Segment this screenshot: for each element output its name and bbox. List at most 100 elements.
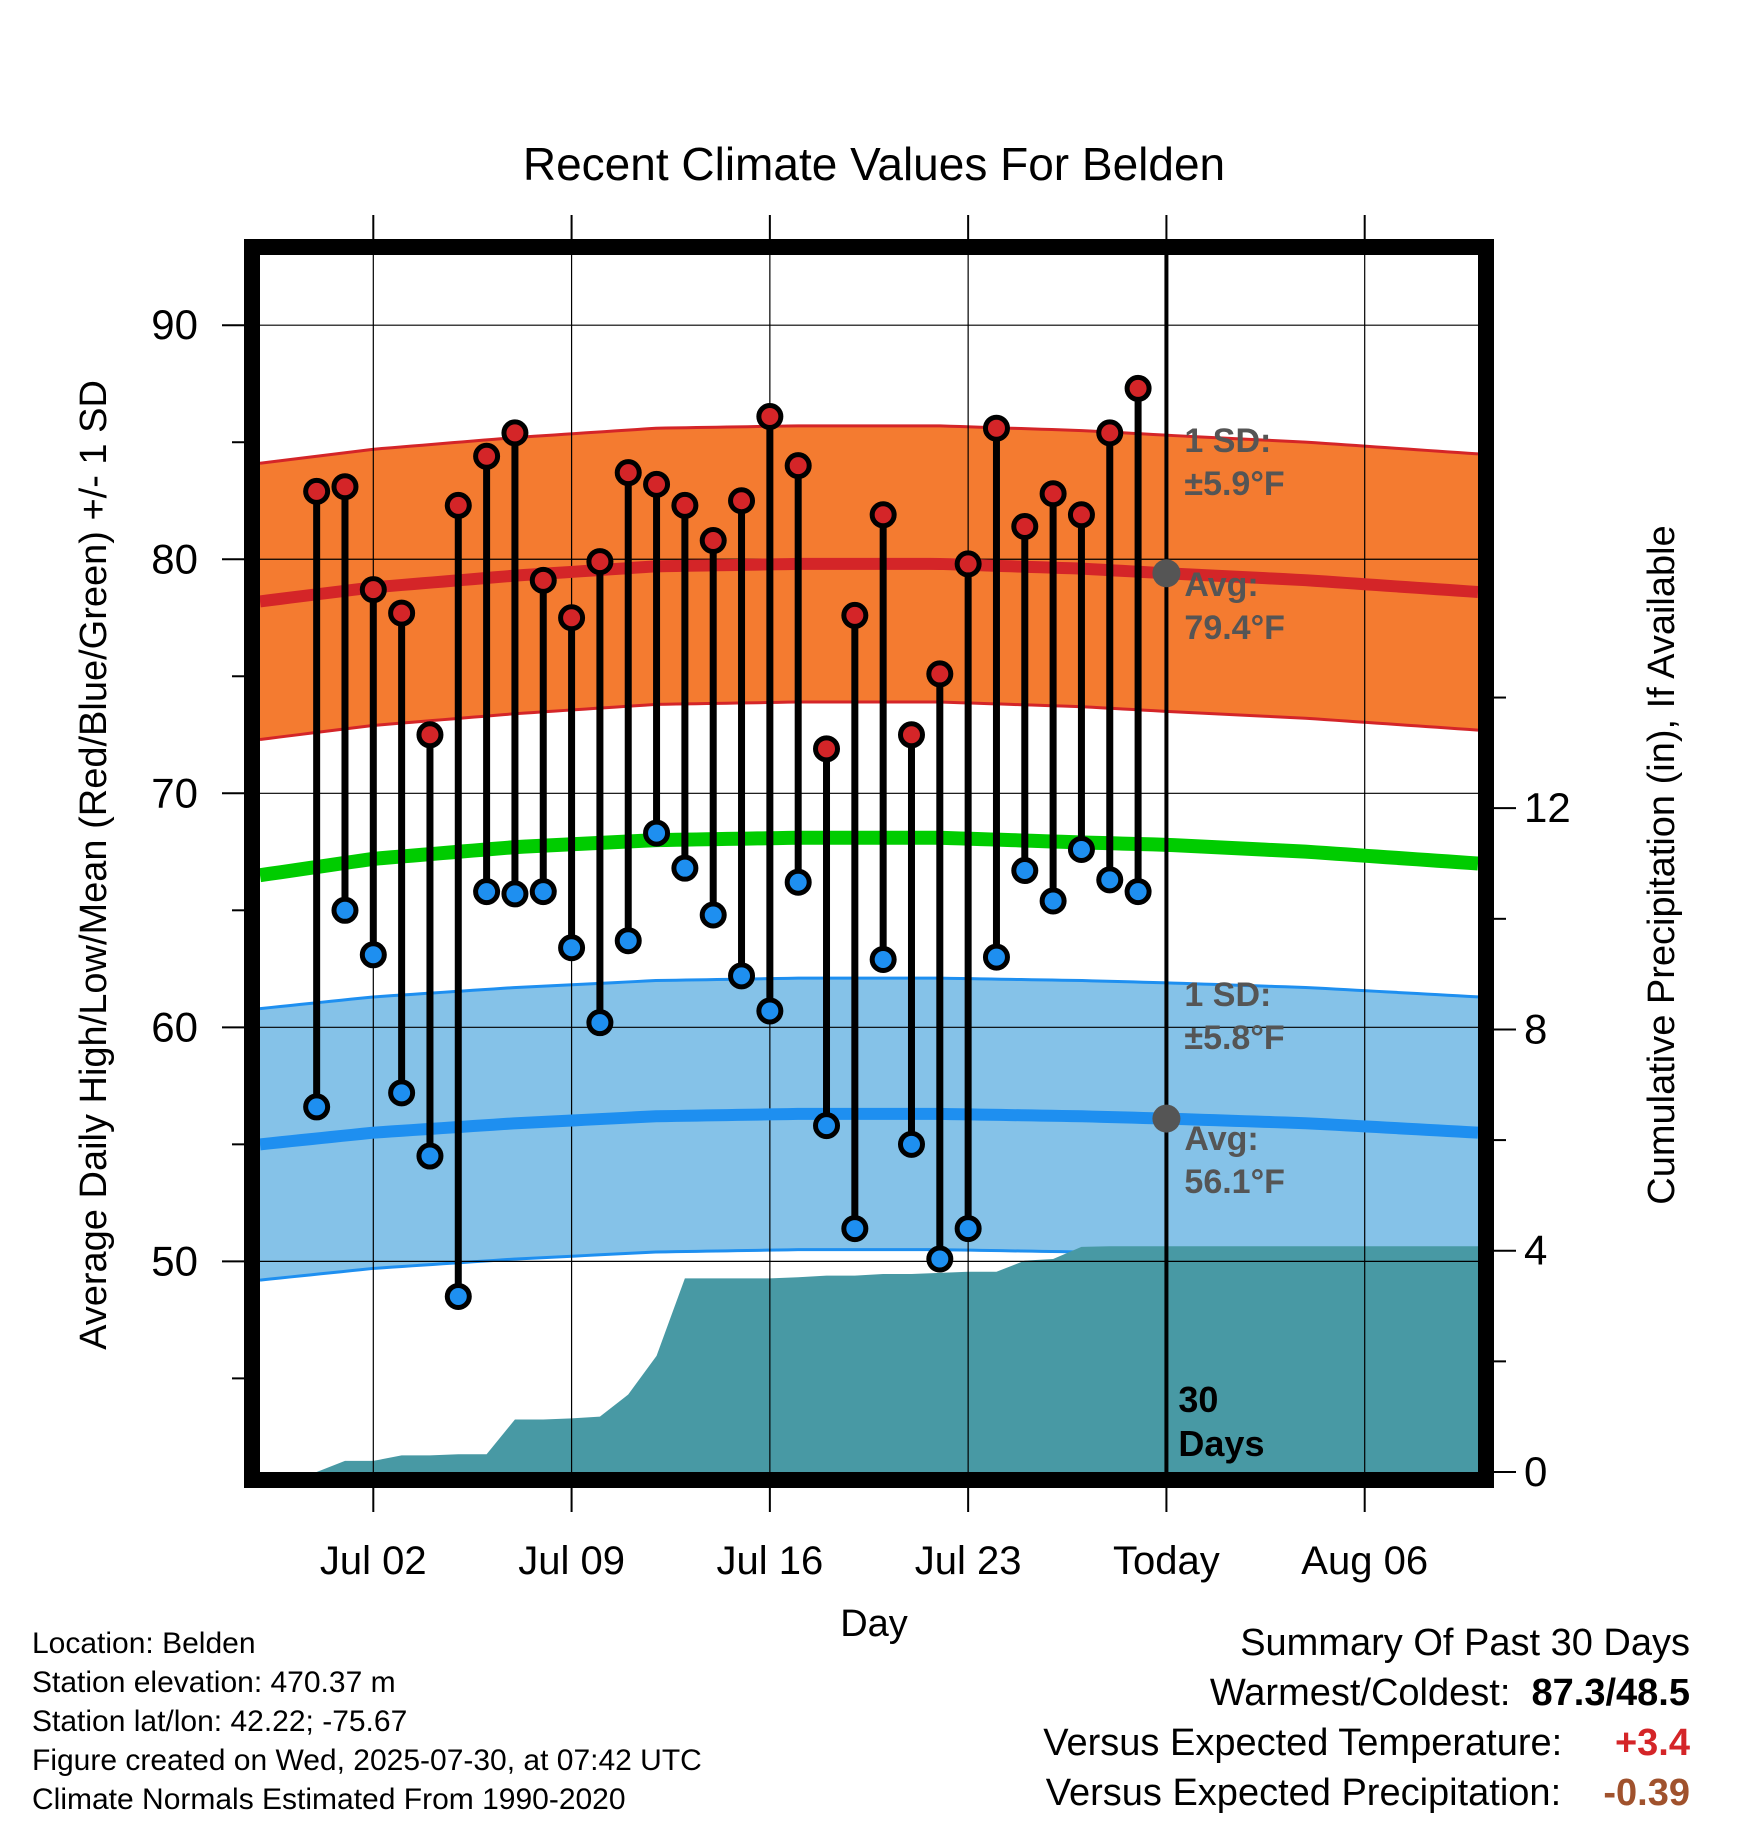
daily-low-marker	[728, 962, 756, 990]
daily-high-marker	[954, 550, 982, 578]
cumulative-precip-area	[260, 1246, 1478, 1472]
days-word: Days	[1178, 1423, 1264, 1464]
daily-low-marker	[473, 878, 501, 906]
latlon-text: Station lat/lon: 42.22; -75.67	[32, 1705, 408, 1738]
daily-high-marker	[1011, 512, 1039, 540]
y2-tick-label: 12	[1524, 784, 1571, 831]
low-avg-label: Avg:	[1184, 1120, 1258, 1158]
daily-low-marker	[501, 880, 529, 908]
daily-high-marker	[558, 604, 586, 632]
today-low-avg-dot	[1152, 1104, 1181, 1133]
y-axis-label: Average Daily High/Low/Mean (Red/Blue/Gr…	[73, 380, 115, 1350]
daily-low-marker	[756, 997, 784, 1025]
daily-low-marker	[558, 934, 586, 962]
daily-high-marker	[586, 548, 614, 576]
chart-title: Recent Climate Values For Belden	[523, 138, 1225, 190]
daily-high-marker	[756, 402, 784, 430]
station-info: Location: Belden Station elevation: 470.…	[32, 1624, 702, 1819]
warm-cold-row: Warmest/Coldest: 87.3/48.5	[1043, 1668, 1690, 1718]
plot-area	[260, 255, 1478, 1472]
low-sd-label: 1 SD:	[1184, 976, 1271, 1014]
location-text: Location: Belden	[32, 1627, 256, 1660]
high-sd-value: ±5.9°F	[1184, 465, 1284, 503]
daily-high-marker	[388, 599, 416, 627]
daily-low-marker	[303, 1093, 331, 1121]
high-sd-upper-line	[260, 424, 1478, 465]
daily-low-marker	[529, 878, 557, 906]
daily-low-marker	[1067, 835, 1095, 863]
daily-high-marker	[784, 452, 812, 480]
daily-low-marker	[614, 927, 642, 955]
elevation-text: Station elevation: 470.37 m	[32, 1666, 396, 1699]
daily-low-marker	[784, 868, 812, 896]
daily-low-marker	[416, 1142, 444, 1170]
daily-low-marker	[671, 854, 699, 882]
created-text: Figure created on Wed, 2025-07-30, at 07…	[32, 1744, 702, 1777]
y2-axis-label: Cumulative Precipitation (in), If Availa…	[1641, 525, 1683, 1204]
daily-high-marker	[869, 501, 897, 529]
x-axis-label: Day	[840, 1603, 908, 1645]
low-sd-band	[260, 978, 1478, 1281]
daily-low-marker	[982, 943, 1010, 971]
today-high-avg-dot	[1152, 559, 1181, 588]
precip-label: Versus Expected Precipitation:	[1045, 1772, 1562, 1814]
daily-high-marker	[1067, 501, 1095, 529]
precip-row: Versus Expected Precipitation: -0.39	[1043, 1768, 1690, 1818]
y-tick-label: 60	[151, 1003, 198, 1050]
x-tick-label: Jul 23	[915, 1539, 1022, 1583]
daily-low-marker	[954, 1215, 982, 1243]
low-avg-value: 56.1°F	[1184, 1163, 1285, 1201]
daily-low-marker	[643, 819, 671, 847]
daily-high-marker	[728, 487, 756, 515]
high-avg-value: 79.4°F	[1184, 609, 1285, 647]
warm-cold-value: 87.3/48.5	[1531, 1672, 1690, 1714]
daily-high-marker	[897, 721, 925, 749]
daily-high-marker	[416, 721, 444, 749]
daily-low-marker	[586, 1009, 614, 1037]
daily-low-marker	[813, 1112, 841, 1140]
x-tick-label: Jul 09	[518, 1539, 625, 1583]
daily-high-marker	[1124, 374, 1152, 402]
daily-high-marker	[699, 527, 727, 555]
warm-cold-label: Warmest/Coldest:	[1209, 1672, 1511, 1714]
x-tick-label: Jul 02	[320, 1539, 427, 1583]
daily-high-marker	[982, 414, 1010, 442]
precip-value: -0.39	[1603, 1772, 1690, 1814]
days-count: 30	[1178, 1379, 1218, 1420]
daily-high-marker	[671, 491, 699, 519]
daily-low-marker	[1096, 866, 1124, 894]
daily-low-marker	[926, 1245, 954, 1273]
temp-value: +3.4	[1614, 1722, 1690, 1764]
low-sd-upper-line	[260, 976, 1478, 1011]
daily-low-marker	[1039, 887, 1067, 915]
daily-high-marker	[614, 459, 642, 487]
daily-low-marker	[841, 1215, 869, 1243]
temp-row: Versus Expected Temperature: +3.4	[1043, 1718, 1690, 1768]
daily-low-marker	[699, 901, 727, 929]
daily-high-marker	[643, 470, 671, 498]
daily-high-marker	[1096, 419, 1124, 447]
x-tick-label: Jul 16	[716, 1539, 823, 1583]
daily-low-marker	[1124, 878, 1152, 906]
x-tick-label: Today	[1113, 1539, 1220, 1583]
high-sd-lower-line	[260, 700, 1478, 741]
daily-high-marker	[359, 576, 387, 604]
daily-high-marker	[444, 491, 472, 519]
y-tick-label: 50	[151, 1237, 198, 1284]
daily-low-marker	[869, 945, 897, 973]
daily-low-marker	[359, 941, 387, 969]
daily-high-marker	[501, 419, 529, 447]
daily-high-marker	[331, 473, 359, 501]
high-avg-label: Avg:	[1184, 566, 1258, 604]
summary-heading: Summary Of Past 30 Days	[1240, 1622, 1690, 1664]
low-sd-value: ±5.8°F	[1184, 1019, 1284, 1057]
normal-high-line	[260, 557, 1478, 608]
daily-high-marker	[529, 566, 557, 594]
y-tick-label: 80	[151, 535, 198, 582]
high-sd-band	[260, 425, 1478, 740]
y-tick-label: 70	[151, 769, 198, 816]
daily-low-marker	[331, 896, 359, 924]
daily-low-marker	[897, 1130, 925, 1158]
normal-mean-line	[260, 830, 1478, 883]
